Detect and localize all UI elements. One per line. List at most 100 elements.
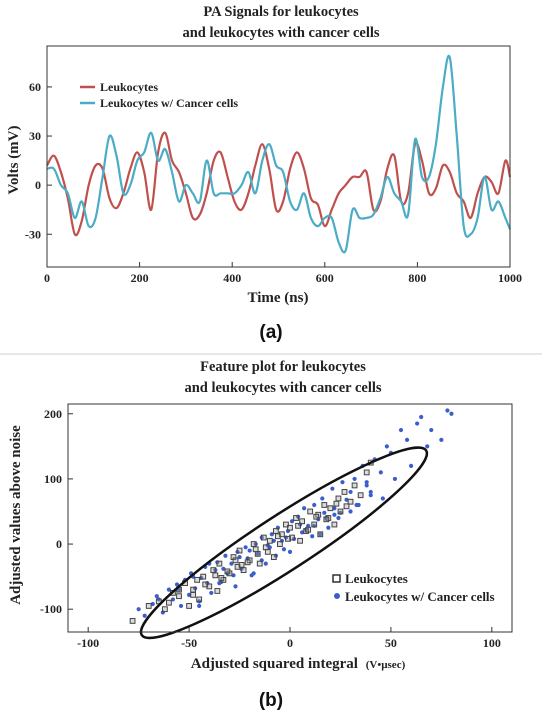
- chart-b-point-cancer: [449, 411, 454, 416]
- chart-a-xlabel: Time (ns): [248, 290, 309, 306]
- chart-b-point-leukocyte: [295, 522, 301, 529]
- chart-b-point-leukocyte: [363, 469, 370, 476]
- chart-b-point-cancer: [336, 515, 341, 521]
- chart-b-point-cancer: [380, 496, 385, 501]
- chart-b-point-leukocyte: [305, 526, 312, 533]
- chart-b-point-cancer: [415, 421, 420, 426]
- chart-b-point-leukocyte: [317, 531, 324, 538]
- chart-b-point-cancer: [368, 489, 373, 495]
- chart-b-point-cancer: [223, 553, 228, 558]
- chart-b-point-cancer: [255, 551, 260, 556]
- chart-b-xtick-label: 0: [287, 636, 293, 650]
- chart-b-point-cancer: [312, 502, 317, 508]
- panel-a-label: (a): [259, 322, 282, 343]
- chart-b-point-cancer: [237, 554, 242, 560]
- chart-b-point-cancer: [233, 584, 238, 589]
- chart-b-point-cancer: [150, 601, 155, 607]
- chart-b-point-leukocyte: [264, 548, 271, 555]
- chart-b-point-cancer: [154, 594, 159, 599]
- chart-b-point-cancer: [429, 427, 434, 433]
- chart-b-point-cancer: [300, 530, 305, 535]
- chart-b-point-cancer: [322, 510, 327, 515]
- chart-b-point-cancer: [136, 607, 141, 612]
- chart-b-point-cancer: [251, 571, 256, 576]
- chart-a-series-line-leukocytes: [46, 131, 512, 237]
- chart-b-point-leukocyte: [210, 567, 217, 574]
- chart-b-point-cancer: [330, 486, 335, 491]
- chart-b-xtick-label: -50: [181, 636, 197, 650]
- chart-b-point-cancer: [269, 532, 274, 537]
- chart-b-point-leukocyte: [145, 603, 152, 609]
- chart-b-point-leukocyte: [194, 576, 201, 583]
- chart-a-title-line-2: and leukocytes with cancer cells: [182, 25, 379, 41]
- chart-b-point-leukocyte: [351, 482, 358, 489]
- chart-b-point-cancer: [178, 603, 184, 609]
- chart-b-point-cancer: [425, 444, 430, 449]
- chart-b-point-leukocyte: [347, 498, 354, 505]
- chart-b-point-cancer: [404, 437, 410, 442]
- chart-a-ticks: 0 200 400 600 800 1000 -30 0 30 60: [25, 80, 522, 285]
- chart-b-point-leukocyte: [260, 534, 267, 541]
- chart-b-xtick-label: 50: [385, 636, 397, 650]
- chart-b-point-cancer: [344, 497, 349, 502]
- chart-b-point-leukocyte: [186, 603, 192, 609]
- chart-a-title-line-1: PA Signals for leukocytes: [203, 4, 359, 20]
- chart-b-point-cancer: [364, 483, 369, 488]
- chart-b-point-cancer: [378, 470, 383, 475]
- chart-b-ytick-label: 0: [56, 537, 62, 551]
- chart-b-point-leukocyte: [214, 588, 221, 594]
- chart-b-xlabel-unit: (V•µsec): [366, 659, 406, 671]
- chart-b-point-cancer: [445, 408, 450, 413]
- chart-b-point-cancer: [267, 545, 272, 550]
- chart-b-point-leukocyte: [283, 521, 289, 528]
- chart-b-legend: Leukocytes Leukocytes w/ Cancer cells: [332, 571, 495, 604]
- chart-a-xtick-label: 400: [223, 271, 241, 285]
- chart-a-ytick-label: -30: [25, 227, 41, 241]
- panel-b-label: (b): [259, 690, 283, 711]
- chart-b-point-cancer: [392, 476, 398, 482]
- chart-b-point-cancer: [221, 566, 226, 571]
- chart-b-point-cancer: [231, 573, 236, 578]
- chart-b-point-leukocyte: [285, 535, 291, 542]
- chart-b-point-leukocyte: [218, 575, 225, 581]
- chart-b-point-cancer: [398, 427, 404, 433]
- chart-b-point-leukocyte: [250, 541, 257, 547]
- chart-b-point-cancer: [174, 582, 180, 587]
- chart-b-point-cancer: [419, 414, 424, 420]
- chart-b-point-leukocyte: [252, 546, 259, 553]
- chart-a-legend-label-cancer: Leukocytes w/ Cancer cells: [100, 96, 238, 110]
- chart-b-point-leukocyte: [256, 560, 263, 567]
- chart-b-ylabel: Adjusted values above noise: [8, 425, 24, 605]
- chart-b-point-cancer: [302, 506, 307, 511]
- panel-a: PA Signals for leukocytes and leukocytes…: [6, 4, 522, 343]
- chart-b-title-line-2: and leukocytes with cancer cells: [184, 380, 381, 396]
- chart-b-point-leukocyte: [166, 599, 172, 606]
- chart-b-point-cancer: [348, 509, 353, 514]
- chart-b-point-leukocyte: [277, 541, 283, 547]
- chart-b-xtick-label: -100: [77, 636, 99, 650]
- chart-b-ytick-label: 100: [44, 472, 62, 486]
- chart-b-point-leukocyte: [240, 567, 247, 574]
- chart-a-xtick-label: 800: [408, 271, 426, 285]
- chart-b-point-leukocyte: [307, 508, 314, 515]
- chart-b-point-cancer: [352, 476, 357, 482]
- chart-b-point-leukocyte: [196, 596, 203, 603]
- chart-b-title-line-1: Feature plot for leukocytes: [200, 359, 366, 375]
- chart-b-ticks: -100 -50 0 50 100 -100 0 100 200: [40, 407, 501, 650]
- chart-b-cluster-ellipse: [139, 446, 429, 640]
- chart-b-point-leukocyte: [335, 495, 342, 502]
- chart-a-ytick-label: 0: [35, 178, 41, 192]
- chart-a-legend: Leukocytes Leukocytes w/ Cancer cells: [80, 80, 238, 110]
- chart-b-legend-marker-cancer: [334, 593, 340, 599]
- chart-b-point-leukocyte: [313, 513, 320, 520]
- chart-a-ytick-label: 60: [29, 80, 41, 94]
- chart-b-point-cancer: [197, 603, 202, 609]
- chart-b-point-cancer: [289, 519, 295, 524]
- chart-b-point-cancer: [318, 532, 323, 537]
- chart-a-xtick-label: 200: [131, 271, 149, 285]
- chart-b-point-cancer: [384, 444, 389, 449]
- panel-b: Feature plot for leukocytes and leukocyt…: [8, 359, 513, 711]
- chart-b-point-leukocyte: [321, 502, 328, 508]
- chart-b-point-leukocyte: [357, 492, 364, 499]
